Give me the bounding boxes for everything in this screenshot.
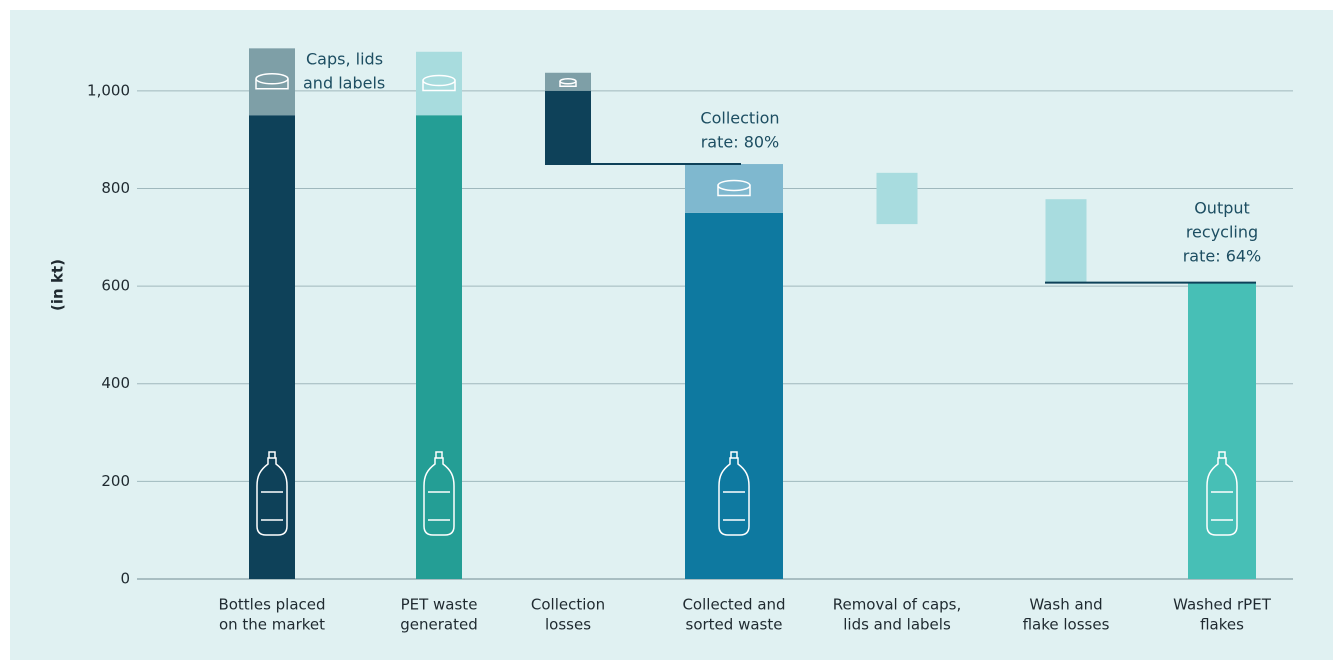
y-tick-label: 200 <box>101 472 130 490</box>
x-tick-label: lids and labels <box>843 616 951 634</box>
y-tick-label: 600 <box>101 277 130 295</box>
bottle-outline <box>256 451 288 536</box>
bar-segment <box>545 72 591 91</box>
bar-segment <box>545 90 591 165</box>
cap-icon <box>717 179 751 197</box>
x-tick-label: generated <box>400 616 477 634</box>
x-tick-label: on the market <box>219 616 325 634</box>
bar-segment <box>685 212 783 579</box>
x-tick-label: Collected and <box>682 596 785 614</box>
cap-side <box>559 81 577 88</box>
cap-icon <box>559 78 577 88</box>
annotation: Collection <box>700 109 779 128</box>
bar-segment <box>876 172 918 225</box>
x-tick-label: Wash and <box>1029 596 1102 614</box>
bottle-icon <box>718 451 750 536</box>
bottle-icon <box>256 451 288 536</box>
annotation: rate: 64% <box>1183 247 1262 266</box>
cap-side <box>717 185 751 197</box>
bar-segment <box>416 115 462 580</box>
cap-side <box>255 78 289 90</box>
annotation: Output <box>1194 199 1250 218</box>
bottle-icon <box>423 451 455 536</box>
x-tick-label: Collection <box>531 596 605 614</box>
panel <box>10 10 1333 660</box>
bottle-icon <box>1206 451 1238 536</box>
bar-segment <box>685 164 783 213</box>
x-tick-label: Removal of caps, <box>833 596 962 614</box>
cap-icon <box>255 73 289 90</box>
y-tick-label: 1,000 <box>87 81 130 99</box>
cap-side <box>422 80 456 92</box>
bar-segment <box>249 115 295 580</box>
annotation: Caps, lids <box>306 50 383 69</box>
x-tick-label: sorted waste <box>686 616 783 634</box>
x-tick-label: PET waste <box>401 596 478 614</box>
bar-segment <box>1045 199 1087 283</box>
bar-segment <box>1188 282 1256 579</box>
y-tick-label: 400 <box>101 374 130 392</box>
bottle-outline <box>718 451 750 536</box>
x-tick-label: flake losses <box>1023 616 1110 634</box>
annotation: rate: 80% <box>701 133 780 152</box>
x-tick-label: Bottles placed <box>218 596 325 614</box>
x-tick-label: Washed rPET <box>1173 596 1272 614</box>
y-tick-label: 800 <box>101 179 130 197</box>
bottle-outline <box>423 451 455 536</box>
y-axis-label: (in kt) <box>49 259 67 311</box>
x-tick-label: losses <box>545 616 591 634</box>
bottle-outline <box>1206 451 1238 536</box>
y-tick-label: 0 <box>120 570 130 588</box>
cap-icon <box>422 74 456 92</box>
annotation: recycling <box>1186 223 1258 242</box>
x-tick-label: flakes <box>1200 616 1244 634</box>
annotation: and labels <box>303 74 385 93</box>
